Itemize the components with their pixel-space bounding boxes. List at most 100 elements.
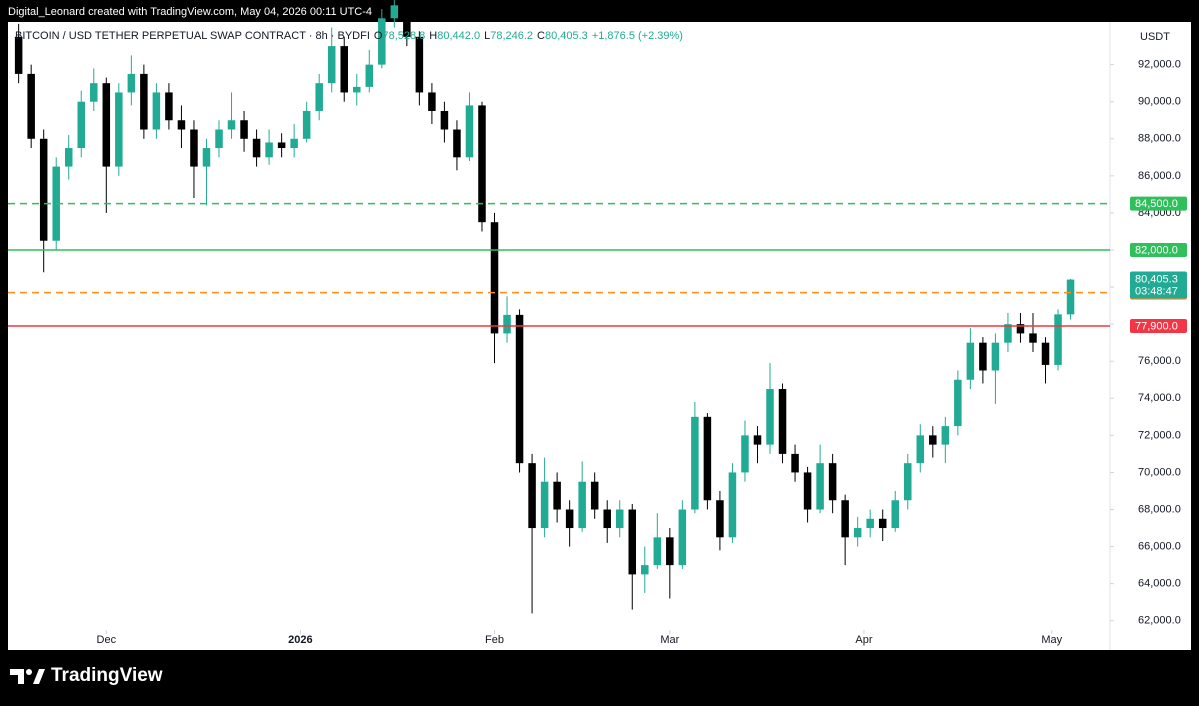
y-tick-label: 76,000.0 — [1138, 355, 1181, 367]
x-tick-label: May — [1041, 634, 1062, 646]
candle-body — [503, 314, 511, 334]
candle-body — [929, 435, 937, 445]
level-tag — [1130, 196, 1187, 211]
y-tick-label: 92,000.0 — [1138, 59, 1181, 71]
candle-body — [478, 105, 486, 223]
candle-body — [666, 537, 674, 566]
candle-body — [590, 481, 599, 510]
candle-body — [252, 138, 261, 158]
last-price-tag — [1130, 271, 1187, 299]
candle-body — [1054, 314, 1062, 365]
candle-body — [916, 435, 925, 464]
y-tick-label: 74,000.0 — [1138, 392, 1181, 404]
legend-key: H — [429, 30, 437, 42]
candle-body — [891, 500, 899, 529]
x-tick-label: Feb — [485, 634, 504, 646]
candle-body — [90, 83, 98, 102]
y-tick-label: 64,000.0 — [1138, 578, 1181, 590]
x-tick-label: 2026 — [288, 634, 312, 646]
candle-body — [27, 73, 35, 139]
candle-body — [716, 500, 724, 538]
y-tick-label: 86,000.0 — [1138, 170, 1181, 182]
y-tick-label: 70,000.0 — [1138, 466, 1181, 478]
candle-body — [678, 509, 687, 566]
candle-body — [39, 138, 48, 241]
candle-body — [628, 509, 637, 575]
candle-body — [378, 18, 386, 65]
candle-body — [1066, 279, 1075, 315]
candle-body — [578, 481, 586, 529]
candle-body — [240, 120, 248, 139]
legend-value: 80,405.3 — [545, 30, 588, 42]
chart-area — [8, 22, 1191, 650]
candle-body — [753, 435, 762, 445]
candle-body — [265, 142, 273, 158]
candle-body — [227, 120, 236, 130]
candle-body — [841, 500, 849, 538]
candle-body — [177, 120, 186, 130]
candle-body — [866, 518, 874, 529]
level-label: 77,900.0 — [1135, 320, 1178, 332]
candle-body — [115, 92, 123, 167]
countdown: 03:48:47 — [1135, 285, 1178, 297]
candle-body — [791, 453, 799, 473]
candle-body — [1041, 342, 1050, 365]
candle-body — [1029, 333, 1037, 343]
candle-body — [853, 528, 862, 538]
candle-body — [641, 565, 649, 575]
candle-body — [365, 64, 374, 87]
candle-body — [77, 101, 86, 149]
candle-body — [565, 509, 574, 529]
x-tick-label: Dec — [97, 634, 117, 646]
legend-key: O — [374, 30, 383, 42]
y-tick-label: 62,000.0 — [1138, 615, 1181, 627]
candle-body — [403, 5, 411, 37]
header-credit: Digital_Leonard created with TradingView… — [8, 6, 372, 18]
level-tag — [1130, 243, 1187, 257]
candle-body — [64, 148, 73, 167]
level-label: 82,000.0 — [1135, 244, 1178, 256]
candle-body — [202, 148, 211, 167]
candle-body — [966, 342, 975, 380]
candle-body — [465, 105, 474, 158]
y-tick-label: 72,000.0 — [1138, 429, 1181, 441]
brand: TradingView — [51, 665, 163, 686]
candle-body — [490, 222, 499, 334]
candle-body — [904, 463, 912, 501]
y-tick-label: 68,000.0 — [1138, 503, 1181, 515]
candle-body — [140, 73, 148, 130]
candle-body — [440, 110, 449, 130]
logo — [10, 669, 45, 684]
candle-body — [703, 416, 712, 501]
candle-body — [778, 389, 787, 454]
legend-value: 80,442.0 — [437, 30, 480, 42]
candle-body — [1004, 324, 1012, 343]
candle-body — [954, 379, 962, 427]
y-tick-label: 66,000.0 — [1138, 540, 1181, 552]
candle-body — [165, 92, 173, 121]
candle-body — [878, 518, 887, 529]
candle-body — [428, 92, 436, 111]
candle-body — [816, 463, 824, 510]
currency: USDT — [1140, 31, 1170, 43]
level-tag — [1130, 319, 1187, 333]
candle-body — [603, 509, 611, 529]
candle-body — [353, 86, 361, 93]
candle-body — [453, 129, 461, 158]
legend: BITCOIN / USD TETHER PERPETUAL SWAP CONT… — [15, 30, 683, 42]
legend-value: 78,246.2 — [490, 30, 533, 42]
candle-body — [691, 416, 699, 510]
candle-body — [540, 481, 549, 529]
candle-body — [14, 36, 23, 74]
last-price-label: 80,405.3 — [1135, 273, 1178, 285]
candle-body — [528, 463, 536, 529]
legend-change: +1,876.5 (+2.39%) — [592, 30, 683, 42]
legend-key: L — [484, 30, 490, 42]
candle-body — [152, 92, 161, 130]
candle-body — [302, 110, 311, 139]
candle-body — [190, 129, 198, 167]
candle-body — [728, 472, 737, 538]
candle-body — [553, 481, 561, 510]
candle-body — [615, 509, 624, 529]
